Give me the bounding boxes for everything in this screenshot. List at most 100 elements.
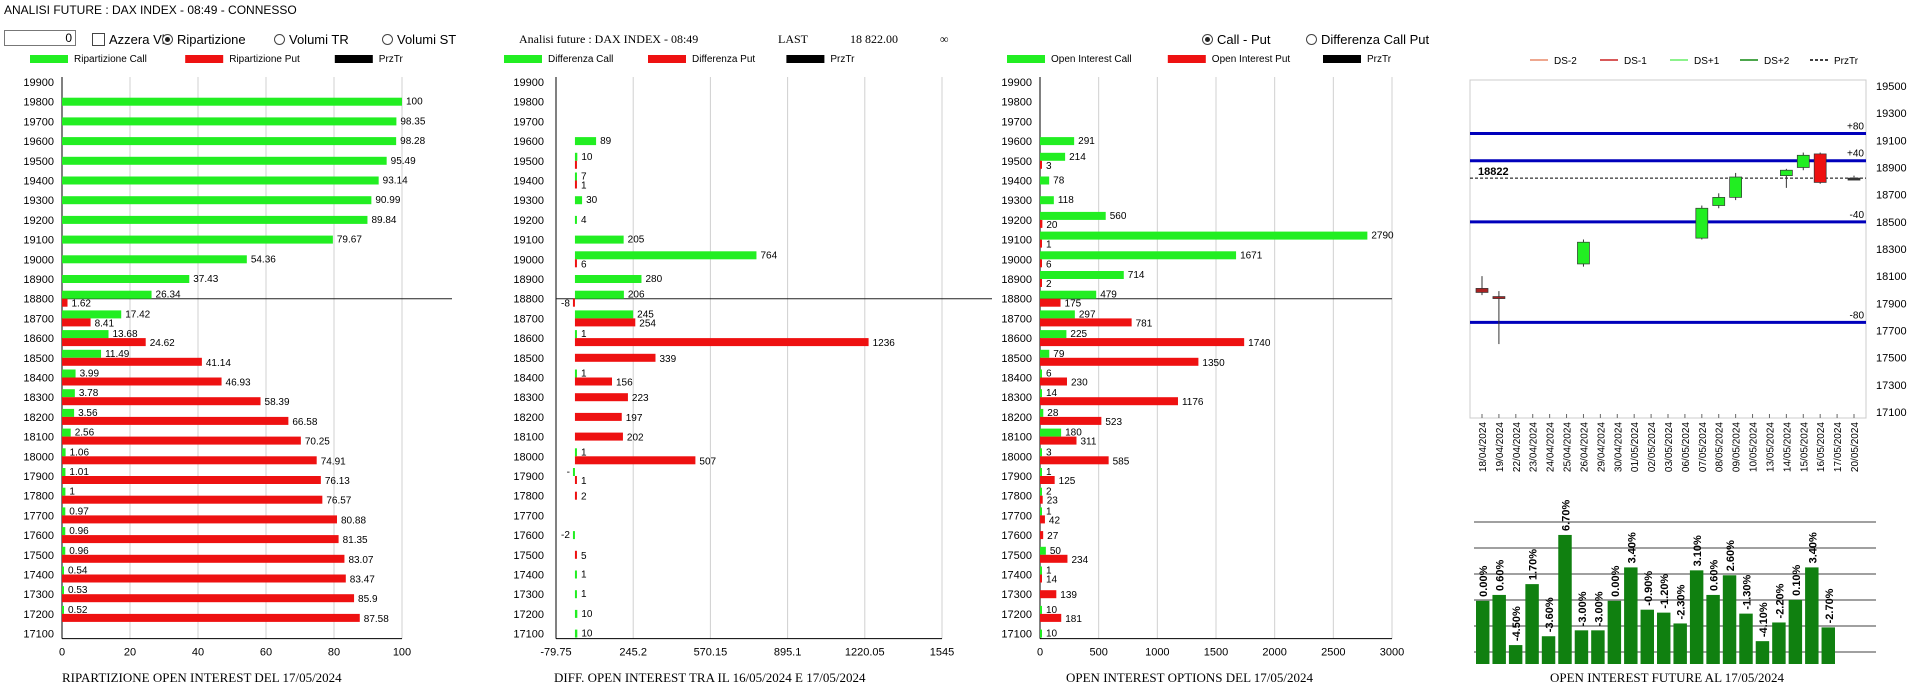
y-tick-label: 19500 xyxy=(513,156,544,168)
data-label: 0.96 xyxy=(69,546,89,557)
bar-call xyxy=(574,290,624,299)
y-tick-label: 18400 xyxy=(23,373,54,385)
data-label: 1 xyxy=(1046,467,1052,478)
y-tick-label: 19200 xyxy=(513,215,544,227)
candle-body xyxy=(1577,241,1590,265)
data-label: 245 xyxy=(637,309,654,320)
azzera-checkbox[interactable]: Azzera Vl. xyxy=(92,32,168,47)
data-label: 3 xyxy=(1046,161,1052,172)
checkbox-box[interactable] xyxy=(92,33,105,46)
bar-call xyxy=(574,570,577,579)
data-label: 1.70% xyxy=(1528,549,1540,580)
radio-volumi-st[interactable]: Volumi ST xyxy=(382,32,456,47)
y-tick-label: 17200 xyxy=(513,609,544,621)
bar-call xyxy=(62,566,64,575)
radio-label: Differenza Call Put xyxy=(1321,32,1430,47)
bar-call xyxy=(574,275,642,283)
value-input[interactable] xyxy=(4,30,76,46)
bar-call xyxy=(574,330,577,339)
data-label: 70.25 xyxy=(305,437,330,448)
y-tick-label: 17700 xyxy=(513,510,544,522)
infinity-symbol: ∞ xyxy=(940,32,949,46)
data-label: 83.07 xyxy=(348,555,373,566)
data-label: 3.99 xyxy=(80,369,100,380)
radio-label: Ripartizione xyxy=(177,32,246,47)
bar-put xyxy=(1040,476,1055,484)
bar-put xyxy=(1040,239,1042,248)
radio-ripartizione[interactable]: Ripartizione xyxy=(162,32,246,47)
y-tick-label: 19300 xyxy=(23,195,54,207)
bar-call xyxy=(62,487,66,496)
bar-future xyxy=(1640,609,1654,664)
data-label: 0.54 xyxy=(68,566,88,577)
y-tick-label: 18300 xyxy=(1876,244,1907,256)
radio-volumi-tr[interactable]: Volumi TR xyxy=(274,32,349,47)
y-tick-label: 19600 xyxy=(23,136,54,148)
data-label: 30 xyxy=(586,195,598,206)
bar-call xyxy=(1040,629,1042,638)
y-tick-label: 18500 xyxy=(1876,217,1907,229)
data-label: 50 xyxy=(1050,546,1062,557)
bar-put xyxy=(1040,160,1042,169)
y-tick-label: 18700 xyxy=(513,313,544,325)
data-label: 26.34 xyxy=(156,290,181,301)
bar-call xyxy=(62,389,75,398)
radio-dot[interactable] xyxy=(1202,34,1213,45)
data-label: 17.42 xyxy=(125,309,150,320)
legend-label: PrzTr xyxy=(1834,56,1859,67)
data-label: 6.70% xyxy=(1561,500,1573,531)
data-label: 764 xyxy=(760,250,777,261)
y-tick-label: 19700 xyxy=(23,116,54,128)
data-label: 2 xyxy=(1046,279,1052,290)
y-tick-label: 19300 xyxy=(1876,108,1907,120)
bar-put xyxy=(62,613,360,622)
radio-dot[interactable] xyxy=(274,34,285,45)
y-tick-label: 17500 xyxy=(23,550,54,562)
data-label: 10 xyxy=(581,152,593,163)
data-label: -8 xyxy=(561,299,570,310)
radio-dot[interactable] xyxy=(162,34,173,45)
y-tick-label: 18900 xyxy=(1876,163,1907,175)
data-label: 311 xyxy=(1080,437,1096,448)
data-label: 3.56 xyxy=(78,408,98,419)
band-label: -80 xyxy=(1850,310,1865,321)
data-label: 3.40% xyxy=(1807,532,1819,563)
y-tick-label: 17200 xyxy=(23,609,54,621)
bar-call xyxy=(62,275,190,283)
data-label: 0.00% xyxy=(1478,565,1490,596)
data-label: 0.10% xyxy=(1791,564,1803,595)
y-tick-label: 17900 xyxy=(1001,471,1032,483)
bar-put xyxy=(1040,318,1132,327)
bar-call xyxy=(1040,389,1042,398)
chart-title-ripartizione: RIPARTIZIONE OPEN INTEREST DEL 17/05/202… xyxy=(62,670,342,685)
y-tick-label: 19300 xyxy=(1001,195,1032,207)
bar-call xyxy=(1040,546,1046,555)
y-tick-label: 18800 xyxy=(23,294,54,306)
bar-put xyxy=(1040,590,1057,599)
y-tick-label: 17300 xyxy=(23,589,54,601)
radio-differenza-call-put[interactable]: Differenza Call Put xyxy=(1306,32,1429,47)
x-tick-label: 0 xyxy=(59,647,65,659)
radio-dot[interactable] xyxy=(1306,34,1317,45)
bar-put xyxy=(62,574,346,583)
bar-future xyxy=(1624,567,1638,664)
x-tick-label: 01/05/2024 xyxy=(1630,422,1641,472)
bar-put xyxy=(574,377,613,386)
bar-call xyxy=(574,172,577,181)
y-tick-label: 19900 xyxy=(513,77,544,89)
y-tick-label: 17300 xyxy=(1876,380,1907,392)
bar-call xyxy=(62,605,64,614)
y-tick-label: 19800 xyxy=(513,97,544,109)
radio-dot[interactable] xyxy=(382,34,393,45)
bar-future xyxy=(1821,627,1835,664)
radio-call-put[interactable]: Call - Put xyxy=(1202,32,1270,47)
bar-call xyxy=(1040,152,1066,161)
data-label: 1671 xyxy=(1240,250,1263,261)
bar-call xyxy=(62,330,109,339)
y-tick-label: 19900 xyxy=(1001,77,1032,89)
y-tick-label: 18800 xyxy=(1001,294,1032,306)
y-tick-label: 18100 xyxy=(1001,432,1032,444)
data-label: 1 xyxy=(581,181,587,192)
legend-label: Differenza Call xyxy=(548,54,613,65)
data-label: 87.58 xyxy=(364,614,389,625)
